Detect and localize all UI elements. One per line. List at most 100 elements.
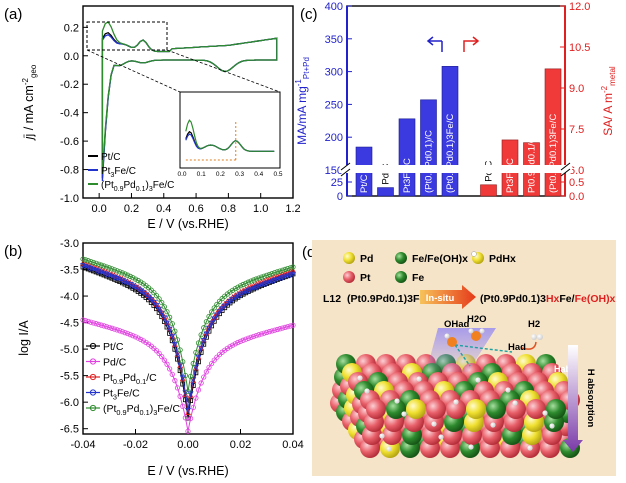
tafel-point xyxy=(200,338,207,344)
x-tick-label: 0.6 xyxy=(188,203,203,215)
tafel-point xyxy=(182,391,189,397)
tafel-point xyxy=(203,369,209,375)
tafel-point xyxy=(172,328,178,334)
tafel-point xyxy=(255,283,262,290)
tafel-point xyxy=(195,340,202,346)
legend-fe-oh-label: Fe/Fe(OH)x xyxy=(412,253,468,265)
tafel-point xyxy=(135,277,141,284)
tafel-point xyxy=(224,345,230,351)
tafel-point xyxy=(98,262,104,268)
tafel-point xyxy=(240,290,247,297)
tafel-point xyxy=(111,267,118,273)
tafel-point xyxy=(195,387,202,393)
inset-x-ticks: 0.0 0.1 0.2 0.3 0.4 0.5 xyxy=(177,171,282,178)
tafel-point xyxy=(282,266,288,273)
tafel-point xyxy=(129,283,136,290)
tafel-point xyxy=(156,306,163,313)
h-atom xyxy=(401,411,407,417)
tafel-point xyxy=(175,356,180,362)
tafel-point xyxy=(135,335,141,341)
tafel-point xyxy=(150,299,157,306)
tafel-point xyxy=(96,321,102,327)
tafel-point xyxy=(290,267,296,273)
panel-b-y-ticks: -3.0 -3.5 -4.0 -4.5 -5.0 -5.5 -6.0 -6.5 xyxy=(60,238,88,436)
tafel-point xyxy=(127,273,133,279)
tafel-point xyxy=(167,366,173,372)
legend-fe-oh-icon xyxy=(395,252,407,264)
tafel-point xyxy=(190,360,196,367)
ma-bar-label: Pt/C xyxy=(359,174,370,193)
tafel-point xyxy=(111,326,118,332)
tafel-point xyxy=(130,333,136,339)
tafel-point xyxy=(277,268,283,274)
legend-label: (Pt0.9Pd0.1)3Fe/C xyxy=(103,403,180,417)
h-atom xyxy=(475,377,481,383)
h-atom xyxy=(505,387,511,393)
tafel-point xyxy=(122,271,128,277)
tafel-point xyxy=(203,319,209,325)
legend-fe-icon xyxy=(395,271,407,283)
panel-a-legend: Pt/C Pt3Fe/C(Pt0.9Pd0.1)3Fe/C xyxy=(88,152,174,193)
tafel-point xyxy=(174,337,181,343)
absorption-arrow xyxy=(563,345,583,452)
panel-d: (d) Pd Fe/Fe(OH)x PdHx Pt Fe L12 (Pt0.9P… xyxy=(302,240,616,476)
tafel-point xyxy=(214,354,220,360)
tafel-point xyxy=(221,303,228,310)
h2o-label: H2O xyxy=(467,314,487,325)
tafel-point xyxy=(201,374,207,380)
sa-bar-label: Pt3Fe/C xyxy=(505,158,516,193)
panel-b-label: (b) xyxy=(4,243,22,260)
h-atom xyxy=(453,399,459,405)
tafel-point xyxy=(230,287,236,293)
tafel-point xyxy=(198,380,204,386)
inset-tick-label: 0.4 xyxy=(254,171,263,178)
tafel-point xyxy=(138,279,144,285)
tafel-point xyxy=(127,332,133,338)
tafel-point xyxy=(232,295,239,301)
tafel-point xyxy=(258,274,265,280)
y-tick-label: -4.5 xyxy=(60,318,79,330)
legend-label: Pt/C xyxy=(101,152,120,163)
panel-c-right-ylabel: SA/ A m-2metal xyxy=(600,66,617,136)
tafel-point xyxy=(80,259,86,266)
tafel-point xyxy=(88,319,94,325)
legend-label: Pt3Fe/C xyxy=(101,166,136,179)
tafel-point xyxy=(125,330,131,337)
tafel-point xyxy=(83,318,89,324)
left-tick-label: 25 xyxy=(331,177,343,189)
ma-bar xyxy=(441,66,459,197)
tafel-point xyxy=(156,350,162,357)
legend-pt-icon xyxy=(343,271,355,283)
tafel-point xyxy=(125,272,131,278)
tafel-point xyxy=(206,313,212,320)
tafel-point xyxy=(93,260,99,266)
sa-bar-label: (Pt0.9Pd0.1)3Fe/C xyxy=(548,114,559,193)
tafel-point xyxy=(232,341,238,347)
legend-label: Pd/C xyxy=(103,357,127,369)
tafel-point xyxy=(161,304,167,310)
tafel-point xyxy=(106,324,112,331)
tafel-point xyxy=(195,354,202,361)
tafel-point xyxy=(153,303,160,309)
legend-marker xyxy=(89,358,97,365)
panel-b: (b) -3.0 -3.5 -4.0 -4.5 -5.0 -5.5 -6.0 -6.5 -0.… xyxy=(4,238,304,478)
left-axis-arrow xyxy=(426,36,443,52)
tafel-point xyxy=(198,332,204,338)
tafel-point xyxy=(180,403,186,409)
tafel-point xyxy=(266,271,272,278)
tafel-point xyxy=(248,287,254,293)
tafel-point xyxy=(279,267,286,273)
panel-a: (a) -1.0 -0.8 -0.6 -0.4 -0.2 0.0 0.2 0.0 0.2 0.4… xyxy=(4,5,301,231)
bond-line xyxy=(454,344,513,353)
tafel-point xyxy=(235,284,241,290)
h2-label: H2 xyxy=(528,319,540,330)
right-tick-label: 7.5 xyxy=(569,124,584,136)
tafel-point xyxy=(117,269,123,275)
tafel-point xyxy=(185,409,191,415)
y-tick-label: -5.5 xyxy=(60,371,79,383)
tafel-point xyxy=(148,287,154,293)
legend-pd-icon xyxy=(343,252,355,264)
tafel-point xyxy=(227,299,233,305)
tafel-point xyxy=(169,321,175,327)
